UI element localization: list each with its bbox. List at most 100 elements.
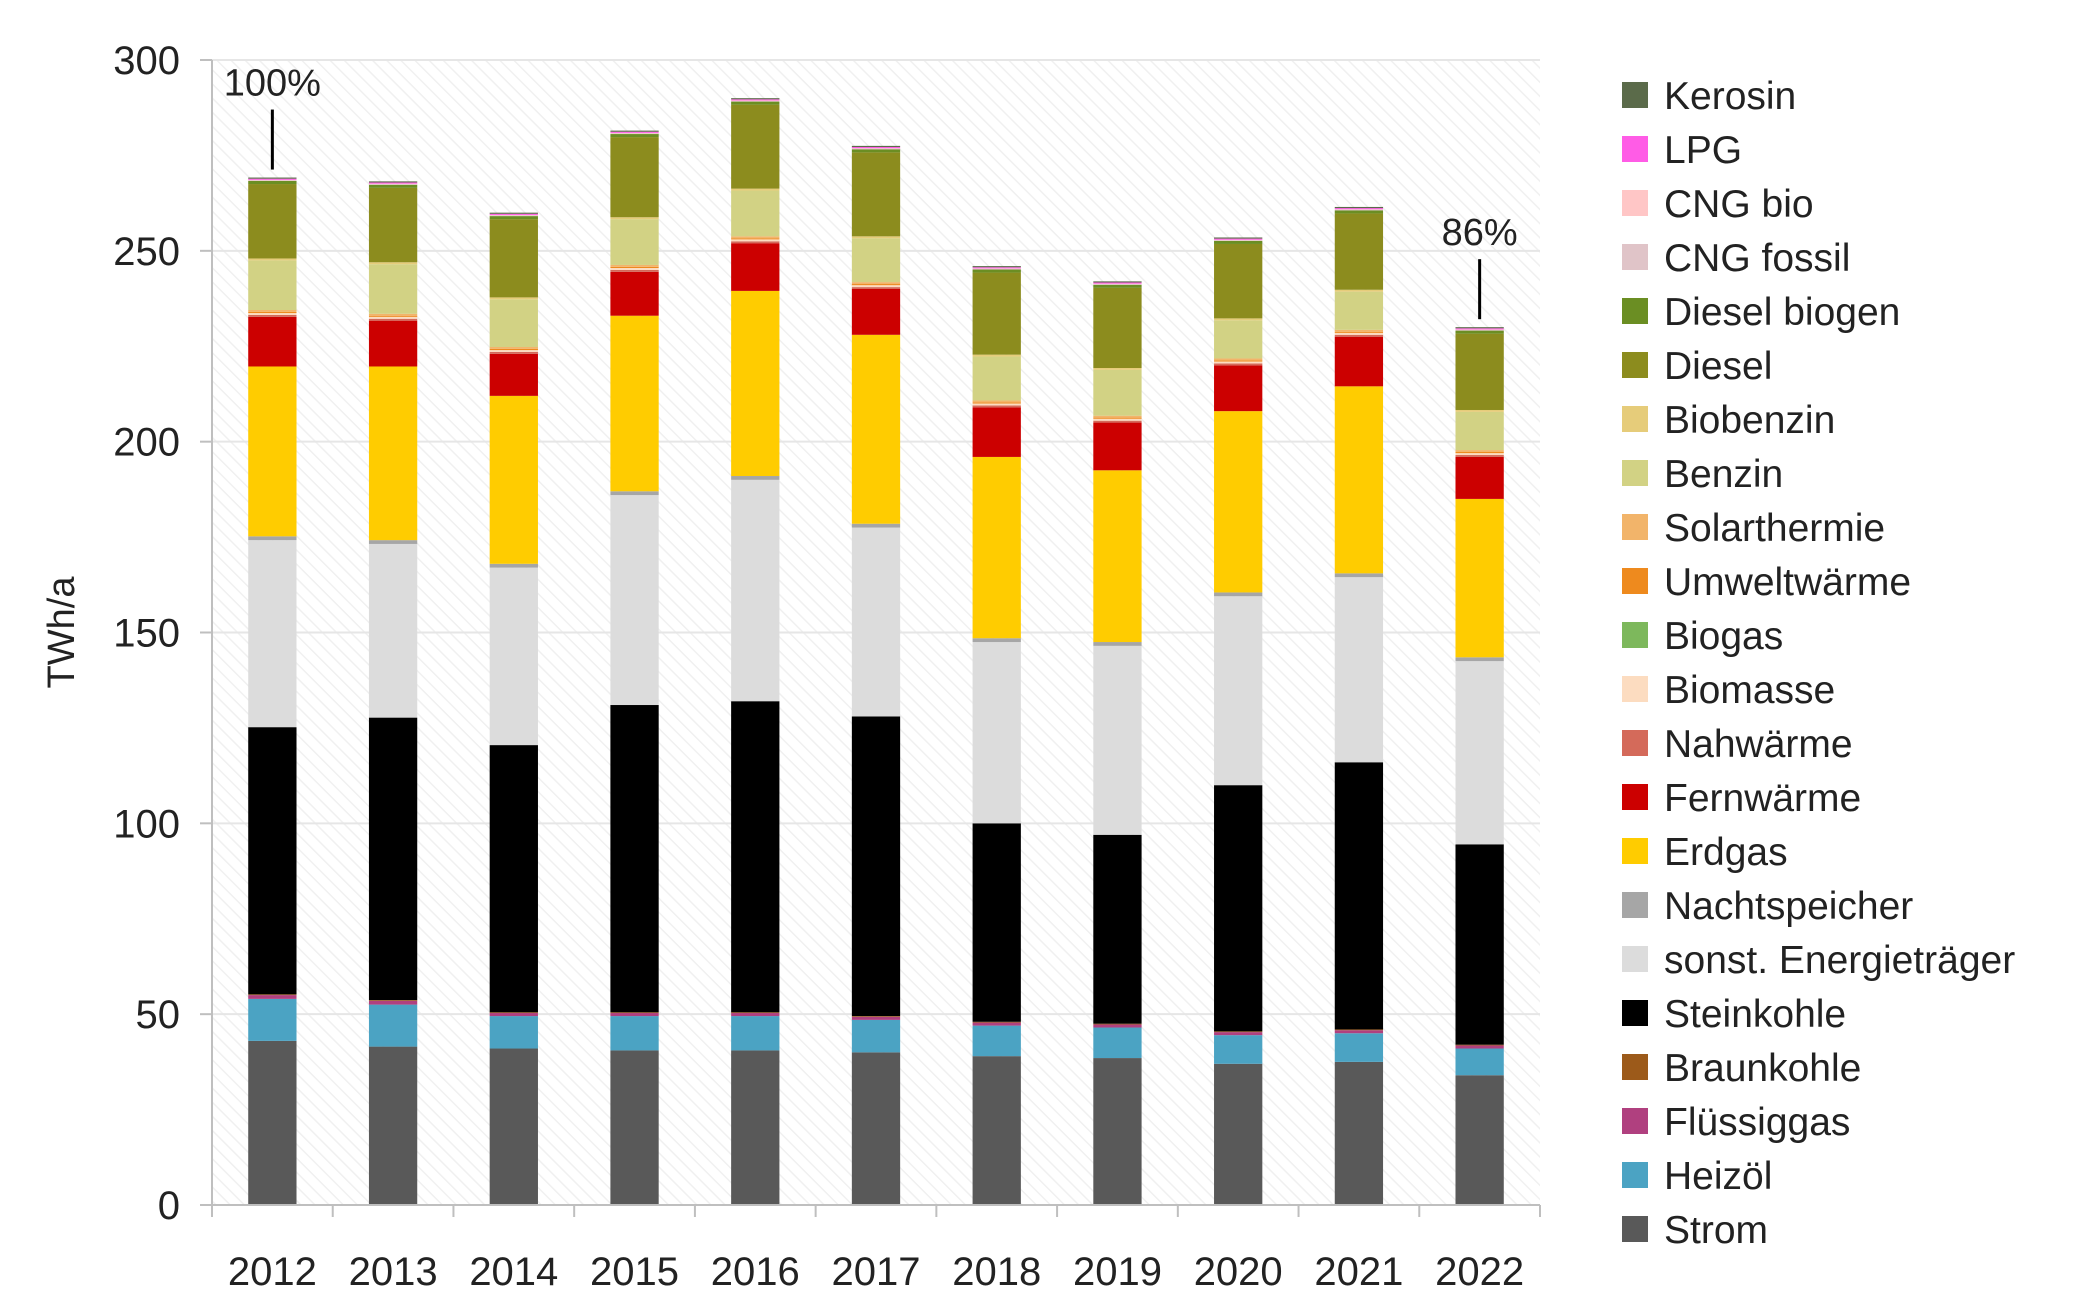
bar-stack-2014: Strom 2014: 41Heizöl 2014: 8.5Flüssiggas… bbox=[490, 213, 538, 1205]
bar-segment: Diesel biogen 2013: 0.8 bbox=[369, 185, 417, 188]
bar-segment: Fernwärme 2016: 12.5 bbox=[731, 243, 779, 291]
legend-label: Braunkohle bbox=[1664, 1047, 1861, 1090]
bar-segment: Fernwärme 2012: 13 bbox=[248, 317, 296, 367]
annotation-label: 86% bbox=[1442, 212, 1518, 254]
y-tick-label: 300 bbox=[113, 39, 180, 83]
bar-segment: Strom 2015: 40.5 bbox=[610, 1050, 658, 1205]
legend-swatch bbox=[1622, 82, 1648, 108]
bar-segment: Nachtspeicher 2013: 1 bbox=[369, 540, 417, 544]
bar-segment: sonst. Energieträger 2015: 55 bbox=[610, 495, 658, 705]
legend-swatch bbox=[1622, 676, 1648, 702]
x-tick-label: 2013 bbox=[349, 1250, 438, 1294]
bar-segment: Solarthermie 2016: 0.5 bbox=[731, 236, 779, 238]
bar-segment: Heizöl 2014: 8.5 bbox=[490, 1016, 538, 1048]
bar-segment: Nachtspeicher 2014: 1 bbox=[490, 564, 538, 568]
bar-segment: Flüssiggas 2015: 0.8 bbox=[610, 1013, 658, 1016]
bar-segment: Braunkohle 2021: 0.2 bbox=[1335, 1029, 1383, 1030]
bar-segment: Solarthermie 2019: 0.5 bbox=[1093, 416, 1141, 418]
bar-segment: Benzin 2022: 10 bbox=[1455, 412, 1503, 450]
bar-segment: Umweltwärme 2018: 0.3 bbox=[973, 402, 1021, 403]
bar-segment: Biobenzin 2013: 0.5 bbox=[369, 262, 417, 264]
legend-label: Flüssiggas bbox=[1664, 1101, 1850, 1144]
legend-label: sonst. Energieträger bbox=[1664, 939, 2015, 982]
bar-segment: CNG fossil 2013: 0.2 bbox=[369, 184, 417, 185]
bar-segment: LPG 2022: 0.3 bbox=[1455, 328, 1503, 329]
bar-segment: Biomasse 2020: 0.5 bbox=[1214, 362, 1262, 364]
bar-segment: Solarthermie 2020: 0.5 bbox=[1214, 358, 1262, 360]
bar-segment: Flüssiggas 2016: 0.8 bbox=[731, 1013, 779, 1016]
bar-segment: Fernwärme 2022: 11 bbox=[1455, 457, 1503, 499]
bar-segment: Flüssiggas 2021: 0.8 bbox=[1335, 1030, 1383, 1033]
legend-label: Biogas bbox=[1664, 615, 1783, 658]
bar-segment: Nachtspeicher 2019: 1 bbox=[1093, 642, 1141, 646]
bar-segment: Nachtspeicher 2016: 1 bbox=[731, 476, 779, 480]
legend-swatch bbox=[1622, 1054, 1648, 1080]
bar-segment: Solarthermie 2017: 0.5 bbox=[852, 282, 900, 284]
bar-segment: Flüssiggas 2014: 0.8 bbox=[490, 1013, 538, 1016]
bar-segment: Braunkohle 2016: 0.2 bbox=[731, 1012, 779, 1013]
bar-segment: Steinkohle 2018: 52 bbox=[973, 823, 1021, 1021]
bar-segment: Erdgas 2013: 45.5 bbox=[369, 366, 417, 540]
bar-segment: Benzin 2012: 13 bbox=[248, 260, 296, 310]
bar-segment: Heizöl 2012: 11 bbox=[248, 999, 296, 1041]
legend-swatch bbox=[1622, 1162, 1648, 1188]
bar-segment: CNG fossil 2022: 0.2 bbox=[1455, 330, 1503, 331]
bar-segment: Biobenzin 2019: 0.5 bbox=[1093, 368, 1141, 370]
bar-segment: Erdgas 2018: 47.5 bbox=[973, 457, 1021, 638]
bar-segment: Umweltwärme 2015: 0.3 bbox=[610, 267, 658, 268]
bar-segment: Strom 2018: 39 bbox=[973, 1056, 1021, 1205]
bar-segment: Heizöl 2021: 7.5 bbox=[1335, 1033, 1383, 1062]
bar-segment: Heizöl 2015: 9 bbox=[610, 1016, 658, 1050]
legend-item: Biobenzin bbox=[1622, 399, 1835, 442]
legend-label: Erdgas bbox=[1664, 831, 1788, 874]
bar-segment: CNG fossil 2021: 0.2 bbox=[1335, 210, 1383, 211]
legend-label: LPG bbox=[1664, 129, 1742, 172]
bar-segment: Umweltwärme 2012: 0.3 bbox=[248, 312, 296, 313]
bar-segment: Biomasse 2013: 0.5 bbox=[369, 317, 417, 319]
bar-segment: Nahwärme 2013: 0.5 bbox=[369, 319, 417, 321]
bar-segment: Biobenzin 2018: 0.5 bbox=[973, 355, 1021, 357]
bar-segment: Flüssiggas 2020: 0.8 bbox=[1214, 1032, 1262, 1035]
x-tick-label: 2014 bbox=[469, 1250, 558, 1294]
bar-segment: Umweltwärme 2014: 0.3 bbox=[490, 349, 538, 350]
bar-segment: Biomasse 2015: 0.5 bbox=[610, 268, 658, 270]
bar-segment: Fernwärme 2014: 11 bbox=[490, 354, 538, 396]
legend-swatch bbox=[1622, 946, 1648, 972]
bar-segment: Diesel 2019: 21 bbox=[1093, 288, 1141, 368]
bar-segment: Biobenzin 2015: 0.5 bbox=[610, 217, 658, 219]
legend-label: Heizöl bbox=[1664, 1155, 1772, 1198]
bar-segment: Nachtspeicher 2012: 1 bbox=[248, 536, 296, 540]
bar-segment: Kerosin 2018: 0.3 bbox=[973, 266, 1021, 267]
bar-segment: Erdgas 2016: 48.5 bbox=[731, 291, 779, 476]
legend-item: Fernwärme bbox=[1622, 777, 1861, 820]
bar-segment: Kerosin 2013: 0.3 bbox=[369, 181, 417, 182]
bar-segment: Umweltwärme 2022: 0.3 bbox=[1455, 452, 1503, 453]
legend-swatch bbox=[1622, 838, 1648, 864]
bar-segment: Diesel biogen 2017: 0.8 bbox=[852, 149, 900, 152]
bar-segment: Umweltwärme 2020: 0.3 bbox=[1214, 360, 1262, 361]
bar-segment: Diesel 2015: 21 bbox=[610, 137, 658, 217]
bar-segment: Flüssiggas 2012: 1 bbox=[248, 995, 296, 999]
legend-item: Diesel biogen bbox=[1622, 291, 1900, 334]
x-tick-label: 2021 bbox=[1314, 1250, 1403, 1294]
bar-segment: Heizöl 2018: 8 bbox=[973, 1026, 1021, 1057]
legend-swatch bbox=[1622, 1000, 1648, 1026]
y-tick-label: 0 bbox=[158, 1184, 180, 1228]
bar-segment: Heizöl 2017: 8.5 bbox=[852, 1020, 900, 1052]
bar-segment: Steinkohle 2013: 74 bbox=[369, 718, 417, 1000]
bar-segment: Nachtspeicher 2015: 1 bbox=[610, 491, 658, 495]
bar-segment: Diesel biogen 2016: 0.8 bbox=[731, 102, 779, 105]
bar-segment: Erdgas 2022: 41.5 bbox=[1455, 499, 1503, 657]
bar-segment: Fernwärme 2020: 12 bbox=[1214, 365, 1262, 411]
legend-label: CNG fossil bbox=[1664, 237, 1850, 280]
bar-segment: LPG 2018: 0.3 bbox=[973, 267, 1021, 268]
bar-segment: Solarthermie 2018: 0.5 bbox=[973, 400, 1021, 402]
legend-item: Kerosin bbox=[1622, 75, 1796, 118]
bar-segment: Umweltwärme 2013: 0.3 bbox=[369, 316, 417, 317]
x-tick-label: 2015 bbox=[590, 1250, 679, 1294]
bar-segment: Strom 2012: 43 bbox=[248, 1041, 296, 1205]
legend-swatch bbox=[1622, 460, 1648, 486]
bar-segment: Braunkohle 2019: 0.2 bbox=[1093, 1024, 1141, 1025]
bar-segment: Diesel 2018: 21.5 bbox=[973, 273, 1021, 355]
x-tick-label: 2020 bbox=[1194, 1250, 1283, 1294]
